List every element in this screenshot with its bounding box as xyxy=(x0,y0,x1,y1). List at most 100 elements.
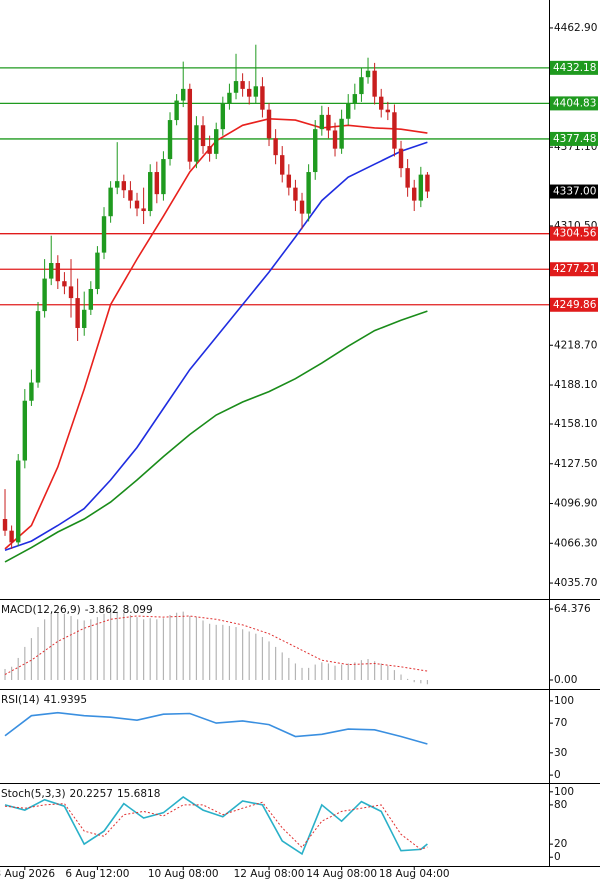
candle-body xyxy=(286,174,292,188)
y-tick-label: 0 xyxy=(554,851,561,863)
x-tick-label: 6 Aug 12:00 xyxy=(65,868,129,880)
level-label-box xyxy=(550,297,598,312)
level-label-box xyxy=(550,96,598,111)
candle-body xyxy=(29,382,34,401)
y-tick-label: 64.376 xyxy=(554,603,591,615)
candle-body xyxy=(108,187,113,217)
candle-body xyxy=(313,129,318,173)
y-tick-label: 80 xyxy=(554,799,567,811)
y-tick-label: 4066.30 xyxy=(554,537,597,549)
candle-body xyxy=(359,77,364,95)
candle-body xyxy=(35,311,41,383)
y-tick-label: 70 xyxy=(554,717,567,729)
candle-body xyxy=(405,168,410,188)
x-tick-label: 10 Aug 08:00 xyxy=(148,868,219,880)
candle-body xyxy=(161,159,166,195)
y-tick-label: 4218.70 xyxy=(554,339,597,351)
candle-body xyxy=(365,70,371,78)
candle-body xyxy=(425,174,430,192)
candle-body xyxy=(55,263,61,282)
x-tick-label: 12 Aug 08:00 xyxy=(234,868,305,880)
candle-body xyxy=(49,263,54,279)
indicator-value: 41.9395 xyxy=(44,694,87,706)
candle-body xyxy=(332,130,338,149)
candle-body xyxy=(194,125,199,162)
candle-body xyxy=(398,148,404,169)
indicator-name: RSI(14) xyxy=(1,694,40,706)
level-label: 4304.56 xyxy=(553,228,597,240)
candle-body xyxy=(141,208,146,212)
candle-body xyxy=(412,187,417,201)
candle-body xyxy=(95,252,100,289)
y-tick-label: 4158.10 xyxy=(554,418,597,430)
candle-body xyxy=(372,70,377,97)
level-label-box xyxy=(550,226,598,241)
indicator-title: MACD(12,26,9) -3.862 8.099 xyxy=(1,604,153,616)
y-tick-label: 4096.90 xyxy=(554,498,597,510)
last-price-label: 4337.00 xyxy=(553,186,596,198)
candle-body xyxy=(62,281,67,287)
level-label: 4432.18 xyxy=(553,62,596,74)
x-tick-label: 18 Aug 04:00 xyxy=(379,868,450,880)
candle-body xyxy=(2,518,8,531)
candle-body xyxy=(174,100,179,121)
candle-body xyxy=(326,114,331,131)
candle-body xyxy=(42,278,47,312)
y-tick-label: 30 xyxy=(554,747,567,759)
y-tick-label: 100 xyxy=(554,695,574,707)
candle-body xyxy=(306,172,311,214)
candle-body xyxy=(200,125,206,147)
level-label-box xyxy=(550,60,598,75)
x-tick-label: 14 Aug 08:00 xyxy=(306,868,377,880)
y-tick-label: 20 xyxy=(554,838,567,850)
indicator-title: Stoch(5,3,3) 20.2257 15.6818 xyxy=(1,788,160,800)
level-label-box xyxy=(550,262,598,277)
series-line xyxy=(4,801,428,850)
indicator-value: -3.862 xyxy=(85,604,119,616)
y-tick-label: 100 xyxy=(554,786,574,798)
candle-body xyxy=(385,109,391,113)
candle-body xyxy=(379,96,384,110)
indicator-name: Stoch(5,3,3) xyxy=(1,788,66,800)
candle-body xyxy=(75,298,80,328)
candle-body xyxy=(88,288,94,310)
candle-body xyxy=(280,155,285,175)
indicator-title: RSI(14) 41.9395 xyxy=(1,694,87,706)
candle-body xyxy=(260,86,265,110)
y-tick-label: 4127.50 xyxy=(554,458,597,470)
series-line xyxy=(4,796,428,856)
candle-body xyxy=(148,172,153,212)
candle-body xyxy=(253,86,259,97)
candle-body xyxy=(319,114,325,130)
candle-body xyxy=(121,181,127,191)
series-line xyxy=(4,711,428,745)
x-tick-label: 3 Aug 2026 xyxy=(0,868,55,880)
candle-body xyxy=(82,309,87,328)
series-line xyxy=(4,310,428,563)
y-tick-label: 4462.90 xyxy=(554,22,597,34)
y-tick-label: 4188.10 xyxy=(554,379,597,391)
y-tick-label: 0 xyxy=(554,769,561,781)
candle-body xyxy=(352,94,358,104)
candle-body xyxy=(220,103,226,130)
candle-body xyxy=(22,400,28,461)
candle-body xyxy=(273,138,278,156)
indicator-value: 20.2257 xyxy=(70,788,113,800)
candle-body xyxy=(115,181,120,188)
candle-body xyxy=(227,92,232,104)
candle-body xyxy=(339,118,344,149)
indicator-value: 15.6818 xyxy=(117,788,160,800)
candle-body xyxy=(154,172,160,195)
level-label: 4377.48 xyxy=(553,133,596,145)
candle-body xyxy=(214,129,219,154)
candle-body xyxy=(167,120,173,160)
candle-body xyxy=(9,530,14,543)
level-label-box xyxy=(550,131,598,146)
candle-body xyxy=(128,190,133,201)
candle-body xyxy=(181,88,186,101)
series-line xyxy=(4,615,428,675)
candle-body xyxy=(187,88,193,162)
candle-body xyxy=(266,109,272,139)
